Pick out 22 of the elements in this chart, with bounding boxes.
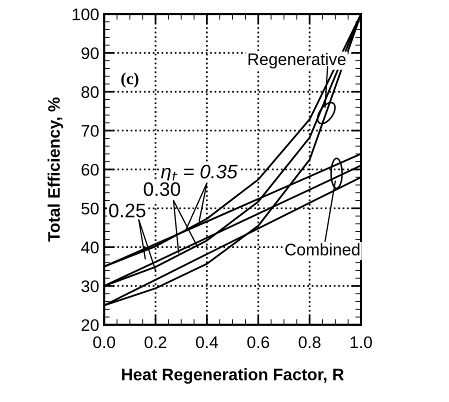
y-tick-label: 60 xyxy=(82,164,99,176)
y-tick-label: 30 xyxy=(81,280,99,292)
annotation: Combined xyxy=(285,243,360,256)
x-tick-label: 0.0 xyxy=(93,336,116,348)
x-tick-label: 0.4 xyxy=(196,336,218,348)
y-tick-label: 70 xyxy=(82,125,99,137)
x-tick-label: 0.6 xyxy=(247,336,270,348)
x-tick-label: 0.2 xyxy=(144,336,166,348)
annotation: Regenerative xyxy=(248,52,346,68)
annotation: (c) xyxy=(121,72,138,88)
y-tick-label: 100 xyxy=(72,8,99,20)
y-axis-title: Total Efficiency, % xyxy=(48,97,64,242)
annotation: 0.25 xyxy=(109,204,146,218)
y-tick-label: 50 xyxy=(81,202,99,214)
y-tick-label: 90 xyxy=(82,47,99,60)
x-tick-label: 0.8 xyxy=(298,336,320,348)
y-tick-label: 40 xyxy=(81,242,99,254)
x-axis-title: Heat Regeneration Factor, R xyxy=(122,368,344,384)
y-tick-label: 80 xyxy=(81,86,99,98)
x-tick-label: 1.0 xyxy=(350,336,372,348)
annotation: 0.30 xyxy=(144,182,180,196)
y-tick-label: 20 xyxy=(82,319,99,332)
